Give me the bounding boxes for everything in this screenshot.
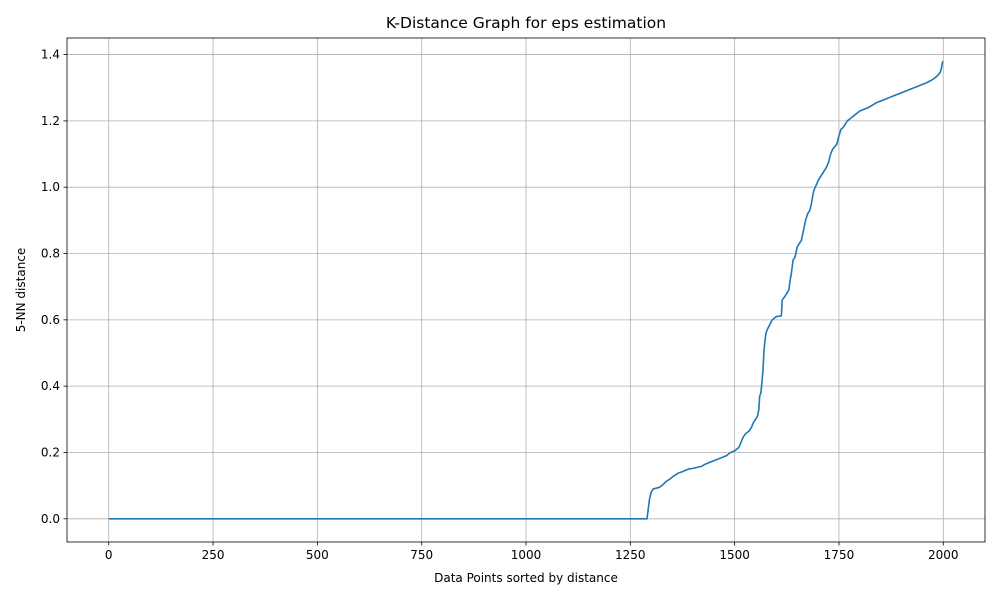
x-axis-label: Data Points sorted by distance	[434, 571, 618, 585]
grid	[67, 38, 985, 542]
x-tick-label: 500	[306, 548, 329, 562]
x-tick-label: 1500	[719, 548, 750, 562]
chart-title: K-Distance Graph for eps estimation	[386, 14, 666, 32]
y-tick-label: 1.4	[41, 48, 60, 62]
y-tick-label: 0.2	[41, 445, 60, 459]
y-tick-label: 0.6	[41, 313, 60, 327]
y-tick-label: 1.0	[41, 180, 60, 194]
y-axis-label: 5-NN distance	[14, 248, 28, 333]
x-tick-label: 750	[410, 548, 433, 562]
x-tick-label: 0	[105, 548, 113, 562]
x-tick-label: 250	[202, 548, 225, 562]
y-tick-label: 0.0	[41, 512, 60, 526]
x-tick-label: 1000	[511, 548, 542, 562]
y-axis-ticks: 0.0 0.2 0.4 0.6 0.8 1.0 1.2 1.4	[41, 48, 67, 526]
series-line	[108, 61, 944, 520]
series-layer	[108, 61, 944, 520]
y-tick-label: 1.2	[41, 114, 60, 128]
y-tick-label: 0.4	[41, 379, 60, 393]
x-axis-ticks: 0 250 500 750 1000 1250 1500 1750 2000	[105, 542, 959, 562]
x-tick-label: 2000	[928, 548, 959, 562]
y-tick-label: 0.8	[41, 247, 60, 261]
x-tick-label: 1750	[824, 548, 855, 562]
x-tick-label: 1250	[615, 548, 646, 562]
